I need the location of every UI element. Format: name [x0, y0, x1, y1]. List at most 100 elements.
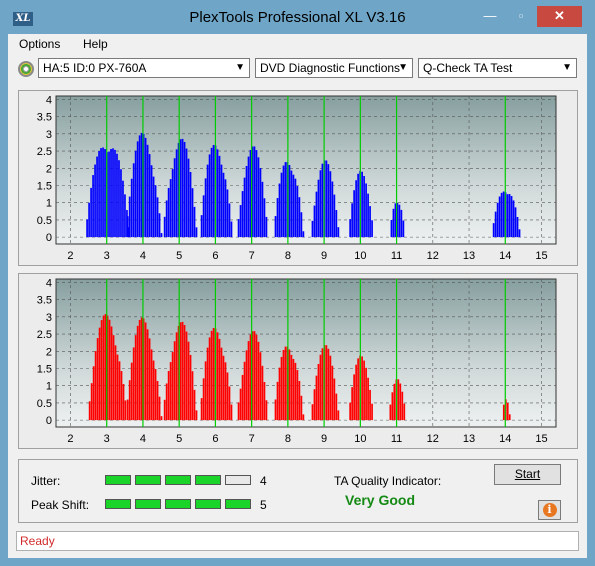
histogram-bar	[96, 338, 99, 421]
histogram-bar	[154, 185, 157, 238]
menu-help[interactable]: Help	[83, 37, 108, 51]
histogram-bar	[195, 227, 198, 238]
window-title: PlexTools Professional XL V3.16	[189, 9, 406, 26]
histogram-bar	[148, 338, 151, 421]
histogram-bar	[94, 351, 97, 421]
histogram-bar	[319, 354, 322, 421]
x-tick-label: 11	[391, 250, 402, 262]
histogram-bar	[237, 402, 240, 421]
histogram-bar	[257, 341, 260, 421]
histogram-bar	[226, 372, 229, 421]
x-tick-label: 7	[249, 250, 255, 262]
histogram-bar	[353, 190, 355, 238]
meter-segment	[195, 475, 221, 485]
histogram-bar	[88, 401, 91, 421]
status-text: Ready	[20, 534, 55, 548]
histogram-bar	[302, 414, 305, 421]
histogram-bar	[496, 202, 499, 238]
y-tick-label: 0.5	[37, 398, 52, 410]
histogram-bar	[110, 326, 113, 421]
histogram-bar	[508, 194, 511, 238]
histogram-bar	[224, 179, 227, 238]
histogram-bar	[163, 216, 166, 238]
histogram-bar	[154, 369, 157, 421]
histogram-bar	[245, 350, 248, 421]
histogram-bar	[494, 211, 497, 238]
histogram-bar	[500, 192, 503, 238]
histogram-bar	[508, 414, 511, 421]
histogram-bar	[204, 361, 207, 421]
histogram-bar	[263, 381, 266, 421]
maximize-button[interactable]: ▫	[518, 8, 524, 23]
histogram-bar	[353, 374, 355, 421]
histogram-bar	[128, 380, 131, 421]
close-button[interactable]: ✕	[537, 6, 582, 27]
histogram-bar	[274, 399, 277, 421]
histogram-bar	[118, 361, 121, 421]
histogram-bar	[331, 181, 334, 238]
histogram-bar	[175, 149, 178, 238]
histogram-bar	[514, 207, 517, 238]
x-tick-label: 15	[535, 433, 547, 445]
histogram-bar	[167, 370, 170, 421]
histogram-bar	[253, 146, 256, 238]
menu-bar: Options Help	[8, 34, 587, 54]
histogram-bar	[90, 187, 92, 238]
x-tick-label: 12	[427, 250, 439, 262]
histogram-bar	[112, 148, 114, 238]
histogram-bar	[230, 221, 233, 238]
histogram-bar	[292, 174, 295, 238]
histogram-bar	[222, 355, 225, 421]
histogram-bar	[98, 327, 101, 421]
histogram-bar	[230, 404, 233, 421]
histogram-bar	[134, 150, 137, 238]
histogram-bar	[181, 321, 184, 421]
histogram-bar	[169, 362, 172, 421]
histogram-bar	[259, 352, 262, 421]
menu-options[interactable]: Options	[19, 37, 61, 51]
histogram-bar	[193, 206, 196, 238]
histogram-bar	[263, 198, 266, 238]
histogram-bar	[124, 194, 126, 238]
histogram-bar	[284, 162, 287, 238]
histogram-bar	[391, 392, 394, 421]
drive-select[interactable]: HA:5 ID:0 PX-760A ▼	[38, 58, 250, 78]
meter-segment	[135, 475, 161, 485]
histogram-bar	[253, 331, 256, 421]
histogram-bar	[218, 155, 221, 238]
y-tick-label: 2	[46, 163, 52, 175]
histogram-bar	[371, 403, 373, 421]
histogram-bar	[392, 208, 395, 238]
start-button[interactable]: Start	[494, 464, 561, 485]
info-button[interactable]: i	[538, 500, 561, 520]
function-select[interactable]: DVD Diagnostic Functions ▼	[255, 58, 413, 78]
histogram-bar	[220, 164, 223, 238]
histogram-bar	[200, 215, 203, 238]
top-chart: 0 0.5 1 1.5 2 2.5 3 3.5 4 2 3 4 5 6 7 8 9 10 11 12 13 14 15	[37, 94, 557, 262]
x-tick-label: 13	[463, 250, 475, 262]
histogram-bar	[257, 157, 260, 238]
histogram-bar	[148, 154, 151, 238]
histogram-bar	[403, 403, 406, 421]
histogram-bar	[518, 229, 521, 238]
histogram-bar	[241, 191, 244, 238]
minimize-button[interactable]: —	[483, 8, 497, 23]
histogram-bar	[120, 371, 123, 421]
histogram-bar	[173, 341, 176, 421]
histogram-bar	[216, 149, 219, 238]
y-tick-label: 0	[46, 415, 52, 427]
x-tick-label: 8	[285, 433, 291, 445]
histogram-bar	[100, 320, 103, 421]
histogram-bar	[116, 153, 118, 238]
x-tick-label: 2	[67, 250, 73, 262]
start-button-label: Start	[514, 467, 541, 481]
histogram-bar	[206, 347, 209, 421]
histogram-bar	[317, 363, 320, 421]
histogram-bar	[365, 183, 367, 238]
test-select[interactable]: Q-Check TA Test ▼	[418, 58, 577, 78]
histogram-bar	[329, 355, 332, 421]
histogram-bar	[317, 179, 320, 238]
histogram-bar	[160, 416, 163, 421]
histogram-bar	[86, 219, 88, 238]
results-panel: Jitter: Peak Shift: 4 5 TA Quality Indic…	[18, 459, 578, 523]
